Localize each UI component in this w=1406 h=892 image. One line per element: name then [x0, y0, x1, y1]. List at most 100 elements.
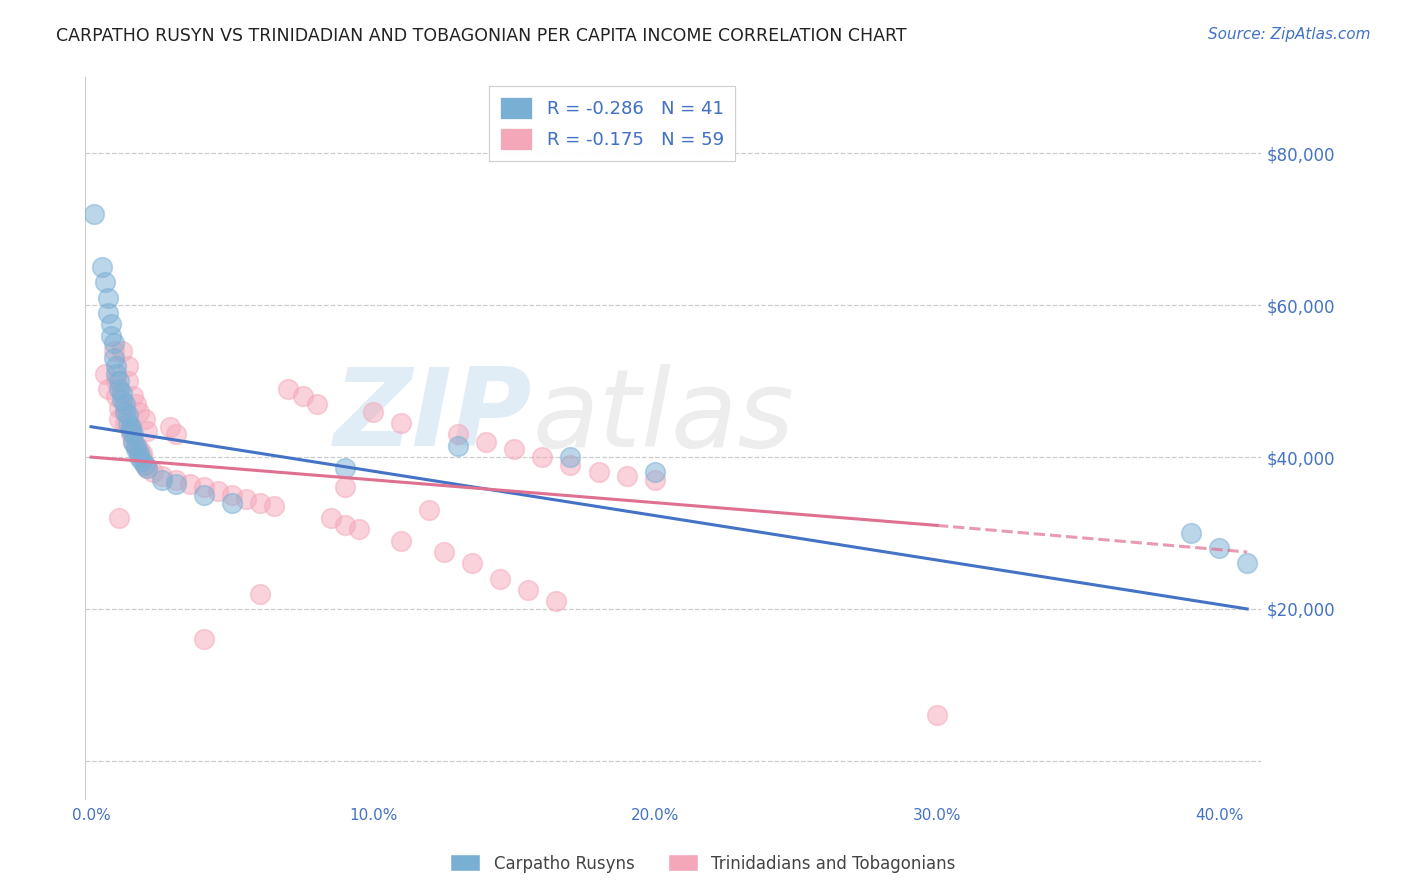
- Point: [97, 382, 120, 396]
- Point: [122, 389, 145, 403]
- Point: [503, 442, 526, 457]
- Point: [105, 367, 128, 381]
- Point: [644, 473, 666, 487]
- Point: [117, 374, 139, 388]
- Point: [1208, 541, 1230, 556]
- Point: [117, 359, 139, 373]
- Point: [333, 480, 356, 494]
- Point: [150, 473, 173, 487]
- Point: [221, 495, 243, 509]
- Point: [125, 439, 148, 453]
- Point: [97, 291, 120, 305]
- Point: [305, 397, 328, 411]
- Point: [165, 476, 187, 491]
- Point: [122, 427, 145, 442]
- Point: [531, 450, 554, 464]
- Point: [114, 416, 136, 430]
- Point: [128, 446, 150, 460]
- Point: [114, 404, 136, 418]
- Point: [347, 522, 370, 536]
- Text: ZIP: ZIP: [333, 363, 533, 469]
- Text: Source: ZipAtlas.com: Source: ZipAtlas.com: [1208, 27, 1371, 42]
- Point: [193, 480, 215, 494]
- Point: [94, 276, 117, 290]
- Point: [446, 427, 468, 442]
- Point: [136, 461, 159, 475]
- Point: [131, 454, 153, 468]
- Point: [111, 343, 134, 358]
- Point: [122, 434, 145, 449]
- Point: [179, 476, 201, 491]
- Point: [108, 401, 131, 415]
- Point: [1180, 526, 1202, 541]
- Point: [108, 511, 131, 525]
- Point: [546, 594, 568, 608]
- Point: [165, 427, 187, 442]
- Point: [925, 708, 948, 723]
- Point: [117, 409, 139, 423]
- Point: [111, 385, 134, 400]
- Point: [489, 572, 512, 586]
- Point: [193, 632, 215, 647]
- Point: [134, 412, 156, 426]
- Point: [128, 404, 150, 418]
- Point: [616, 469, 638, 483]
- Point: [150, 469, 173, 483]
- Point: [291, 389, 314, 403]
- Point: [100, 317, 122, 331]
- Point: [100, 328, 122, 343]
- Point: [475, 434, 498, 449]
- Point: [120, 419, 142, 434]
- Point: [389, 533, 412, 548]
- Point: [128, 450, 150, 464]
- Point: [111, 393, 134, 408]
- Point: [277, 382, 299, 396]
- Point: [97, 306, 120, 320]
- Text: CARPATHO RUSYN VS TRINIDADIAN AND TOBAGONIAN PER CAPITA INCOME CORRELATION CHART: CARPATHO RUSYN VS TRINIDADIAN AND TOBAGO…: [56, 27, 907, 45]
- Point: [193, 488, 215, 502]
- Point: [94, 367, 117, 381]
- Point: [142, 465, 165, 479]
- Point: [134, 458, 156, 472]
- Point: [103, 336, 125, 351]
- Point: [120, 419, 142, 434]
- Point: [361, 404, 384, 418]
- Point: [103, 351, 125, 366]
- Point: [333, 461, 356, 475]
- Point: [125, 397, 148, 411]
- Point: [446, 439, 468, 453]
- Point: [560, 450, 582, 464]
- Text: atlas: atlas: [533, 364, 794, 469]
- Point: [103, 343, 125, 358]
- Point: [460, 557, 482, 571]
- Point: [120, 427, 142, 442]
- Point: [249, 587, 271, 601]
- Point: [114, 404, 136, 418]
- Point: [105, 359, 128, 373]
- Point: [91, 260, 114, 275]
- Point: [117, 416, 139, 430]
- Point: [333, 518, 356, 533]
- Point: [159, 419, 181, 434]
- Point: [125, 439, 148, 453]
- Point: [221, 488, 243, 502]
- Point: [136, 461, 159, 475]
- Point: [432, 545, 454, 559]
- Point: [120, 424, 142, 438]
- Point: [105, 389, 128, 403]
- Point: [207, 484, 229, 499]
- Point: [389, 416, 412, 430]
- Point: [134, 458, 156, 472]
- Point: [644, 465, 666, 479]
- Point: [319, 511, 342, 525]
- Point: [165, 473, 187, 487]
- Point: [131, 450, 153, 464]
- Point: [418, 503, 440, 517]
- Point: [560, 458, 582, 472]
- Point: [108, 374, 131, 388]
- Point: [128, 442, 150, 457]
- Point: [125, 442, 148, 457]
- Point: [263, 500, 285, 514]
- Point: [249, 495, 271, 509]
- Point: [108, 382, 131, 396]
